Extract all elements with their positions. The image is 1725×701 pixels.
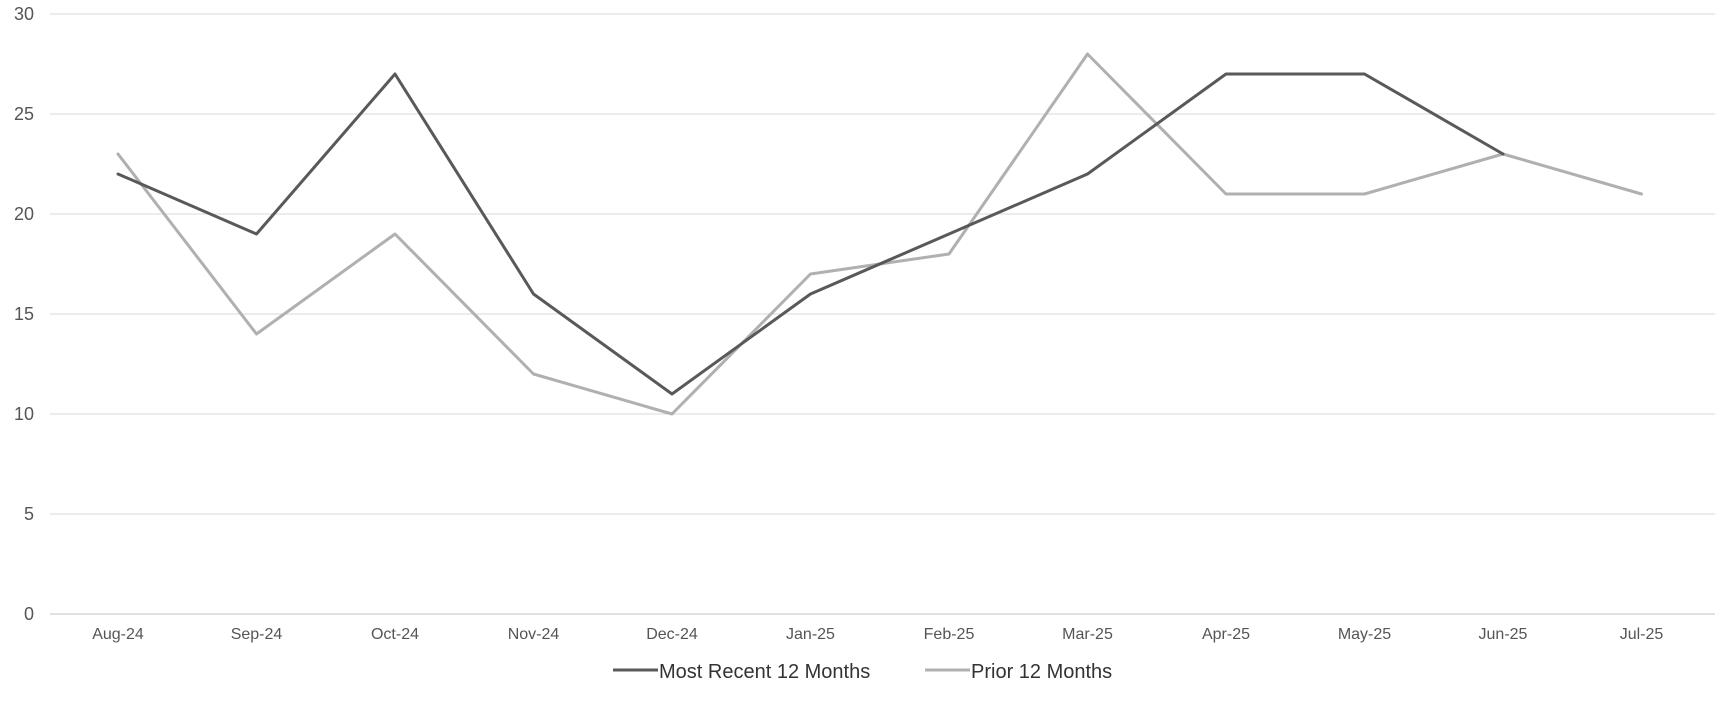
legend-label-most-recent: Most Recent 12 Months xyxy=(659,661,870,683)
x-tick-label: Dec-24 xyxy=(646,626,698,643)
series-line-prior xyxy=(116,52,1643,416)
y-tick-label: 15 xyxy=(14,304,34,324)
x-tick-label: May-25 xyxy=(1338,626,1391,643)
x-tick-label: Apr-25 xyxy=(1202,626,1250,643)
x-tick-label: Jun-25 xyxy=(1479,626,1528,643)
y-tick-label: 20 xyxy=(14,204,34,224)
y-tick-label: 5 xyxy=(24,504,34,524)
x-tick-label: Nov-24 xyxy=(508,626,560,643)
x-tick-label: Oct-24 xyxy=(371,626,419,643)
y-axis-ticks: 0 5 10 15 20 25 30 xyxy=(14,4,34,624)
y-tick-label: 10 xyxy=(14,404,34,424)
x-tick-label: Jul-25 xyxy=(1620,626,1664,643)
legend: Most Recent 12 Months Prior 12 Months xyxy=(613,661,1112,683)
y-tick-label: 25 xyxy=(14,104,34,124)
series-lines xyxy=(116,52,1643,416)
x-tick-label: Mar-25 xyxy=(1062,626,1113,643)
x-tick-label: Aug-24 xyxy=(92,626,144,643)
y-tick-label: 0 xyxy=(24,604,34,624)
x-tick-label: Sep-24 xyxy=(231,626,283,643)
x-tick-label: Feb-25 xyxy=(924,626,975,643)
y-tick-label: 30 xyxy=(14,4,34,24)
x-tick-label: Jan-25 xyxy=(786,626,835,643)
x-axis-ticks: Aug-24 Sep-24 Oct-24 Nov-24 Dec-24 Jan-25 Feb-… xyxy=(92,626,1663,643)
legend-label-prior: Prior 12 Months xyxy=(971,661,1112,683)
gridlines xyxy=(50,13,1715,615)
series-line-most-recent xyxy=(116,72,1505,396)
